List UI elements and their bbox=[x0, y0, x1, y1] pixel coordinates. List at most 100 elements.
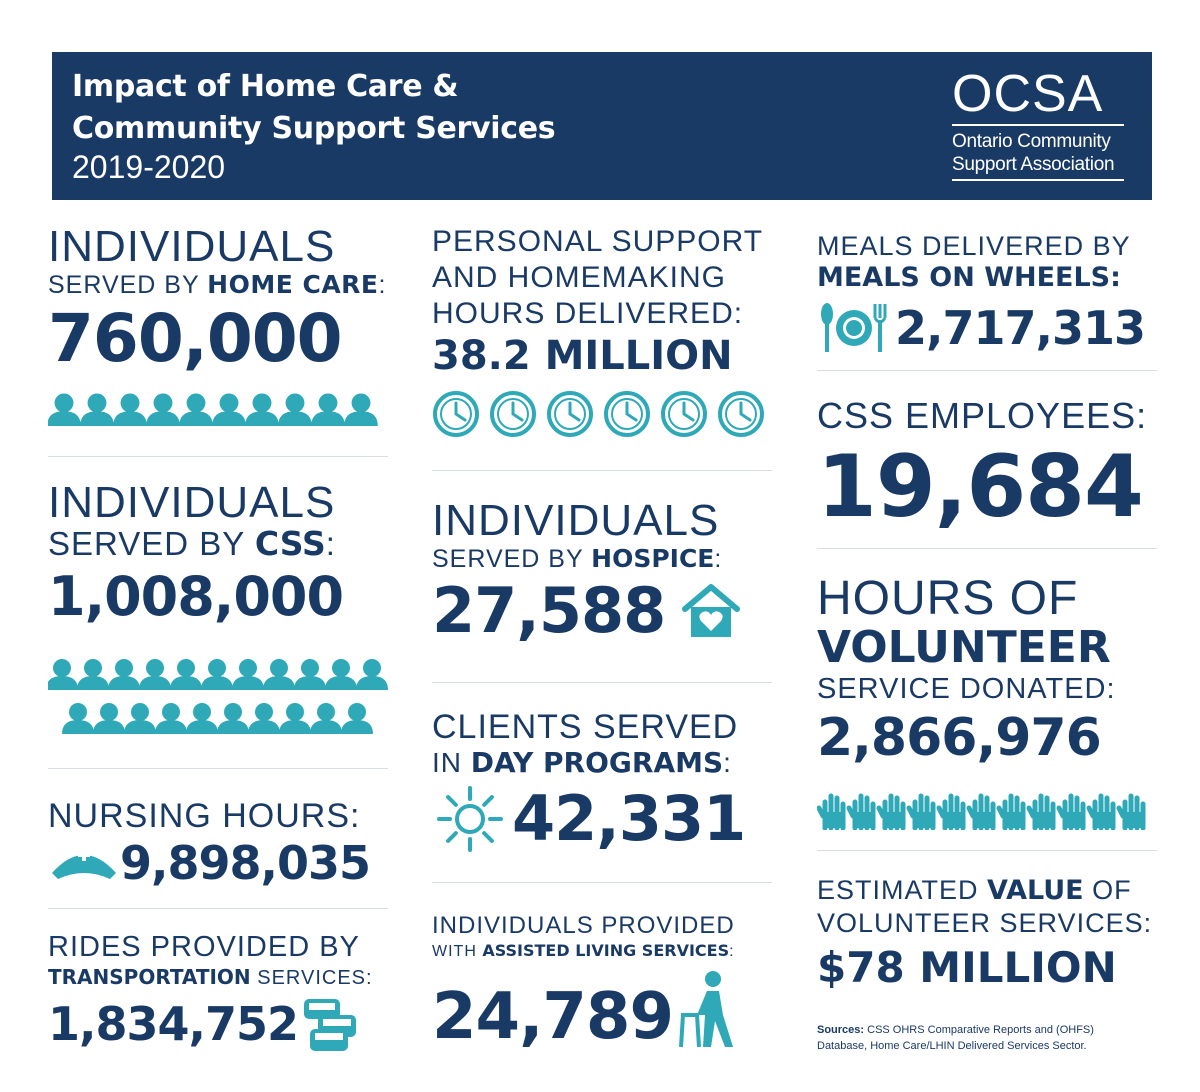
raised-hand-icon bbox=[817, 793, 846, 830]
stat-label-line1: ESTIMATED VALUE OF bbox=[817, 874, 1157, 907]
raised-hand-icon bbox=[1116, 793, 1146, 830]
stat-value: 1,834,752 bbox=[48, 997, 299, 1051]
stat-day-programs: CLIENTS SERVED IN DAY PROGRAMS: 42,331 bbox=[432, 708, 772, 854]
stat-value-row: 9,898,035 bbox=[48, 840, 388, 886]
person-icon bbox=[186, 703, 218, 734]
stat-label-line2: AND HOMEMAKING bbox=[432, 261, 727, 294]
person-icon bbox=[279, 703, 311, 734]
stat-value: 42,331 bbox=[512, 782, 746, 855]
person-icon bbox=[263, 659, 295, 690]
separator bbox=[817, 370, 1157, 371]
clock-icon bbox=[433, 391, 479, 437]
hands-icon-row bbox=[817, 793, 1146, 830]
stat-estimated-value: ESTIMATED VALUE OF VOLUNTEER SERVICES: $… bbox=[817, 874, 1157, 989]
stat-value: 2,866,976 bbox=[817, 708, 1102, 768]
raised-hand-icon bbox=[996, 793, 1026, 830]
clock-icon bbox=[718, 391, 764, 437]
person-icon bbox=[212, 393, 246, 426]
header-banner: Impact of Home Care & Community Support … bbox=[52, 52, 1152, 200]
clock-icon bbox=[490, 391, 536, 437]
stat-value: 27,588 bbox=[432, 574, 666, 647]
stat-label-line2: SERVED BY HOME CARE: bbox=[48, 270, 388, 300]
raised-hand-icon bbox=[936, 793, 966, 830]
person-icon bbox=[179, 393, 213, 426]
house-heart-icon bbox=[682, 584, 741, 637]
logo-subtitle-2: Support Association bbox=[952, 154, 1115, 175]
walker-person-icon bbox=[678, 971, 733, 1048]
stat-home-care: INDIVIDUALS SERVED BY HOME CARE: 760,000 bbox=[48, 224, 388, 372]
separator bbox=[48, 768, 388, 769]
ocsa-logo: OCSA Ontario Community Support Associati… bbox=[952, 66, 1130, 186]
sun-ray bbox=[482, 795, 494, 807]
stat-value-row: 27,588 bbox=[432, 580, 772, 642]
label-end: : bbox=[325, 525, 336, 562]
person-icon bbox=[278, 393, 312, 426]
sources-text-1: CSS OHRS Comparative Reports and (OHFS) bbox=[864, 1024, 1094, 1036]
person-icon bbox=[48, 659, 78, 690]
label-bold: VALUE bbox=[987, 875, 1084, 906]
logo-subtitle-1: Ontario Community bbox=[952, 131, 1111, 152]
stat-label-line2: TRANSPORTATION SERVICES: bbox=[48, 964, 388, 991]
sun-ray bbox=[446, 795, 458, 807]
sources-line-2: Database, Home Care/LHIN Delivered Servi… bbox=[817, 1040, 1087, 1052]
clock-icons bbox=[433, 391, 764, 437]
sun-ray bbox=[482, 831, 494, 843]
stat-label-line2: MEALS ON WHEELS: bbox=[817, 262, 1121, 293]
label-end: : bbox=[714, 545, 723, 573]
person-icon bbox=[311, 393, 345, 426]
separator bbox=[432, 882, 772, 883]
raised-hand-icon bbox=[1056, 793, 1086, 830]
people-icons bbox=[48, 393, 378, 426]
stat-label-line2: WITH ASSISTED LIVING SERVICES: bbox=[432, 940, 772, 963]
stat-label-line1: INDIVIDUALS bbox=[432, 496, 720, 545]
label-light: IN bbox=[432, 747, 471, 778]
label-bold: HOME CARE bbox=[207, 270, 379, 299]
label-bold: HOSPICE bbox=[591, 544, 715, 573]
person-icon bbox=[310, 703, 342, 734]
stat-employees: CSS EMPLOYEES: 19,684 bbox=[817, 396, 1157, 537]
stat-value: 1,008,000 bbox=[48, 565, 344, 628]
page-title: Impact of Home Care & Community Support … bbox=[72, 66, 556, 150]
person-icon bbox=[232, 659, 264, 690]
label-light: SERVED BY bbox=[432, 545, 592, 573]
stat-label-line1: CLIENTS SERVED bbox=[432, 708, 739, 746]
label-light: SERVICES: bbox=[250, 967, 373, 989]
raised-hand-icon bbox=[906, 793, 936, 830]
stat-label-line1: PERSONAL SUPPORT bbox=[432, 225, 764, 258]
logo-underline bbox=[952, 179, 1124, 181]
raised-hand-icon bbox=[876, 793, 906, 830]
stat-value: $78 MILLION bbox=[817, 943, 1117, 992]
person-icon bbox=[170, 659, 202, 690]
person-icon bbox=[93, 703, 125, 734]
person-icon bbox=[113, 393, 147, 426]
stat-css: INDIVIDUALS SERVED BY CSS: 1,008,000 bbox=[48, 480, 388, 624]
stat-value: 9,898,035 bbox=[120, 836, 371, 890]
stat-volunteer-hours: HOURS OF VOLUNTEER SERVICE DONATED: 2,86… bbox=[817, 574, 1157, 768]
stat-label-line3: HOURS DELIVERED: bbox=[432, 297, 744, 330]
stat-label-line3: SERVICE DONATED: bbox=[817, 673, 1116, 705]
clock-icon bbox=[547, 391, 593, 437]
person-icon bbox=[155, 703, 187, 734]
logo-divider bbox=[952, 124, 1124, 126]
person-icon bbox=[77, 659, 109, 690]
sun-core bbox=[455, 804, 485, 834]
nurse-cap-icon bbox=[52, 849, 116, 879]
stat-assisted-living: INDIVIDUALS PROVIDED WITH ASSISTED LIVIN… bbox=[432, 912, 772, 1049]
stat-label-line1: INDIVIDUALS PROVIDED bbox=[432, 912, 735, 939]
stat-value-row: 42,331 bbox=[432, 784, 772, 854]
stat-label: NURSING HOURS: bbox=[48, 797, 361, 835]
separator bbox=[817, 850, 1157, 851]
person-icon bbox=[325, 659, 357, 690]
label-end: OF bbox=[1083, 875, 1132, 905]
label-light: WITH bbox=[432, 943, 483, 960]
stat-value-row: 1,834,752 bbox=[48, 995, 388, 1053]
label-bold: TRANSPORTATION bbox=[48, 965, 251, 989]
raised-hand-icon bbox=[966, 793, 996, 830]
plate-cutlery-icon bbox=[821, 303, 887, 352]
people-icons bbox=[48, 659, 388, 734]
separator bbox=[817, 548, 1157, 549]
raised-hand-icon bbox=[1086, 793, 1116, 830]
stat-value: 19,684 bbox=[817, 437, 1144, 537]
separator bbox=[48, 908, 388, 909]
stat-label-line1: RIDES PROVIDED BY bbox=[48, 931, 360, 963]
